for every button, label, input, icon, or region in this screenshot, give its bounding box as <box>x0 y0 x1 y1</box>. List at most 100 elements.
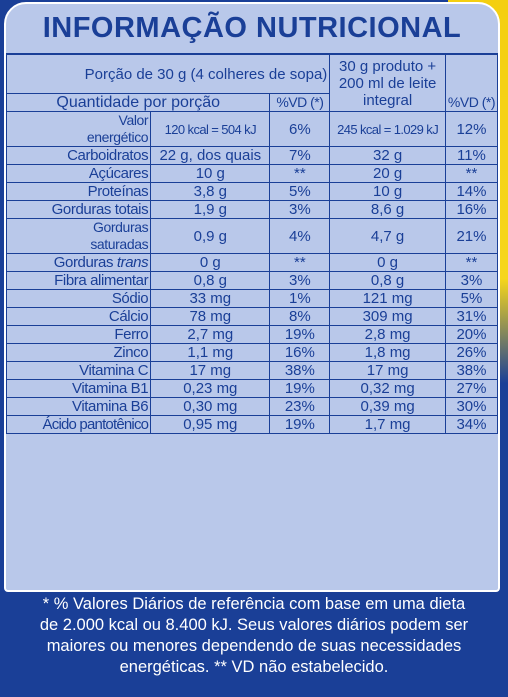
portion-vd: 19% <box>269 379 331 398</box>
product-vd: 31% <box>444 307 498 326</box>
product-header-line1: 30 g produto + <box>339 57 437 75</box>
nutrient-name: Sódio <box>6 289 152 308</box>
footnote-line3: maiores ou menores dependendo de suas ne… <box>46 637 462 655</box>
product-vd: 14% <box>444 182 498 201</box>
nutrient-name-line1: Valor <box>118 112 149 128</box>
footnote: * % Valores Diários de referência com ba… <box>18 594 490 678</box>
product-quantity: 32 g <box>329 146 446 165</box>
product-quantity: 0,8 g <box>329 271 446 290</box>
product-quantity: 309 mg <box>329 307 446 326</box>
nutrient-name: Vitamina C <box>6 361 152 380</box>
product-quantity: 1,7 mg <box>329 415 446 434</box>
portion-vd: 4% <box>269 218 331 254</box>
portion-vd: 6% <box>269 111 331 147</box>
table-row: Ferro 2,7 mg 19% 2,8 mg 20% <box>6 325 498 344</box>
table-row: Proteínas 3,8 g 5% 10 g 14% <box>6 182 498 201</box>
portion-quantity: 0,95 mg <box>150 415 271 434</box>
nutrient-name: Proteínas <box>6 182 152 201</box>
portion-vd: 23% <box>269 397 331 416</box>
portion-quantity: 1,1 mg <box>150 343 271 362</box>
vd-header-2: %VD (*) <box>444 53 498 112</box>
product-quantity: 4,7 g <box>329 218 446 254</box>
nutrition-table: Porção de 30 g (4 colheres de sopa) 30 g… <box>6 53 498 434</box>
nutrient-name: Carboidratos <box>6 146 152 165</box>
portion-quantity: 120 kcal = 504 kJ <box>150 111 271 147</box>
nutrient-name: Cálcio <box>6 307 152 326</box>
nutrient-name-main: Gorduras <box>53 254 117 271</box>
table-row: Sódio 33 mg 1% 121 mg 5% <box>6 289 498 308</box>
product-quantity: 0 g <box>329 253 446 272</box>
portion-vd: 19% <box>269 325 331 344</box>
nutrient-name: Vitamina B6 <box>6 397 152 416</box>
vd-header-2-text: %VD (*) <box>447 94 496 110</box>
product-quantity: 0,39 mg <box>329 397 446 416</box>
product-header: 30 g produto + 200 ml de leite integral <box>329 53 446 112</box>
nutrient-name: Ferro <box>6 325 152 344</box>
table-row: Zinco 1,1 mg 16% 1,8 mg 26% <box>6 343 498 362</box>
table-row: Vitamina C 17 mg 38% 17 mg 38% <box>6 361 498 380</box>
portion-quantity: 1,9 g <box>150 200 271 219</box>
product-vd: 26% <box>444 343 498 362</box>
nutrient-name: Vitamina B1 <box>6 379 152 398</box>
nutrient-name: Ácido pantotênico <box>6 415 152 434</box>
table-row: Ácido pantotênico 0,95 mg 19% 1,7 mg 34% <box>6 415 498 434</box>
product-vd: 5% <box>444 289 498 308</box>
product-quantity: 10 g <box>329 182 446 201</box>
product-vd: ** <box>444 164 498 183</box>
footnote-line2: de 2.000 kcal ou 8.400 kJ. Seus valores … <box>39 616 469 634</box>
portion-header: Porção de 30 g (4 colheres de sopa) <box>6 53 331 94</box>
portion-quantity: 3,8 g <box>150 182 271 201</box>
product-vd: 38% <box>444 361 498 380</box>
product-vd: 11% <box>444 146 498 165</box>
portion-quantity: 2,7 mg <box>150 325 271 344</box>
product-vd: 12% <box>444 111 498 147</box>
portion-vd: 19% <box>269 415 331 434</box>
product-vd: ** <box>444 253 498 272</box>
table-row: Gorduras totais 1,9 g 3% 8,6 g 16% <box>6 200 498 219</box>
product-quantity: 17 mg <box>329 361 446 380</box>
table-row: Vitamina B1 0,23 mg 19% 0,32 mg 27% <box>6 379 498 398</box>
table-row: Cálcio 78 mg 8% 309 mg 31% <box>6 307 498 326</box>
table-row: Gorduras trans 0 g ** 0 g ** <box>6 253 498 272</box>
portion-quantity: 0,23 mg <box>150 379 271 398</box>
panel-title: INFORMAÇÃO NUTRICIONAL <box>42 12 462 44</box>
nutrient-name: Gorduras saturadas <box>6 218 152 254</box>
product-quantity: 20 g <box>329 164 446 183</box>
portion-quantity: 0,30 mg <box>150 397 271 416</box>
portion-vd: 7% <box>269 146 331 165</box>
footnote-line4: energéticas. ** VD não estabelecido. <box>119 658 389 676</box>
nutrition-panel: INFORMAÇÃO NUTRICIONAL Porção de 30 g (4… <box>4 2 500 592</box>
nutrient-name-italic: trans <box>116 254 149 271</box>
product-quantity: 2,8 mg <box>329 325 446 344</box>
footnote-line1: * % Valores Diários de referência com ba… <box>42 595 466 613</box>
portion-vd: 3% <box>269 271 331 290</box>
portion-quantity: 22 g, dos quais <box>150 146 271 165</box>
portion-vd: 38% <box>269 361 331 380</box>
portion-vd: ** <box>269 164 331 183</box>
table-row: Gorduras saturadas 0,9 g 4% 4,7 g 21% <box>6 218 498 254</box>
table-row: Valor energético 120 kcal = 504 kJ 6% 24… <box>6 111 498 147</box>
portion-quantity: 78 mg <box>150 307 271 326</box>
product-vd: 16% <box>444 200 498 219</box>
portion-vd: 3% <box>269 200 331 219</box>
product-quantity: 1,8 mg <box>329 343 446 362</box>
header-row-qty: Quantidade por porção %VD (*) <box>6 93 498 112</box>
portion-vd: 1% <box>269 289 331 308</box>
portion-vd: 8% <box>269 307 331 326</box>
portion-quantity: 0 g <box>150 253 271 272</box>
table-row: Vitamina B6 0,30 mg 23% 0,39 mg 30% <box>6 397 498 416</box>
nutrient-name-line2: energético <box>86 129 149 145</box>
portion-vd: 5% <box>269 182 331 201</box>
nutrient-name-line1: Gorduras <box>93 219 149 235</box>
table-row: Carboidratos 22 g, dos quais 7% 32 g 11% <box>6 146 498 165</box>
nutrient-name: Gorduras totais <box>6 200 152 219</box>
nutrient-name: Zinco <box>6 343 152 362</box>
product-header-line2: 200 ml de leite <box>338 74 437 92</box>
product-vd: 20% <box>444 325 498 344</box>
nutrient-name: Valor energético <box>6 111 152 147</box>
product-vd: 21% <box>444 218 498 254</box>
product-quantity: 0,32 mg <box>329 379 446 398</box>
header-row-portion: Porção de 30 g (4 colheres de sopa) 30 g… <box>6 53 498 112</box>
product-quantity: 245 kcal = 1.029 kJ <box>329 111 446 147</box>
table-row: Açúcares 10 g ** 20 g ** <box>6 164 498 183</box>
